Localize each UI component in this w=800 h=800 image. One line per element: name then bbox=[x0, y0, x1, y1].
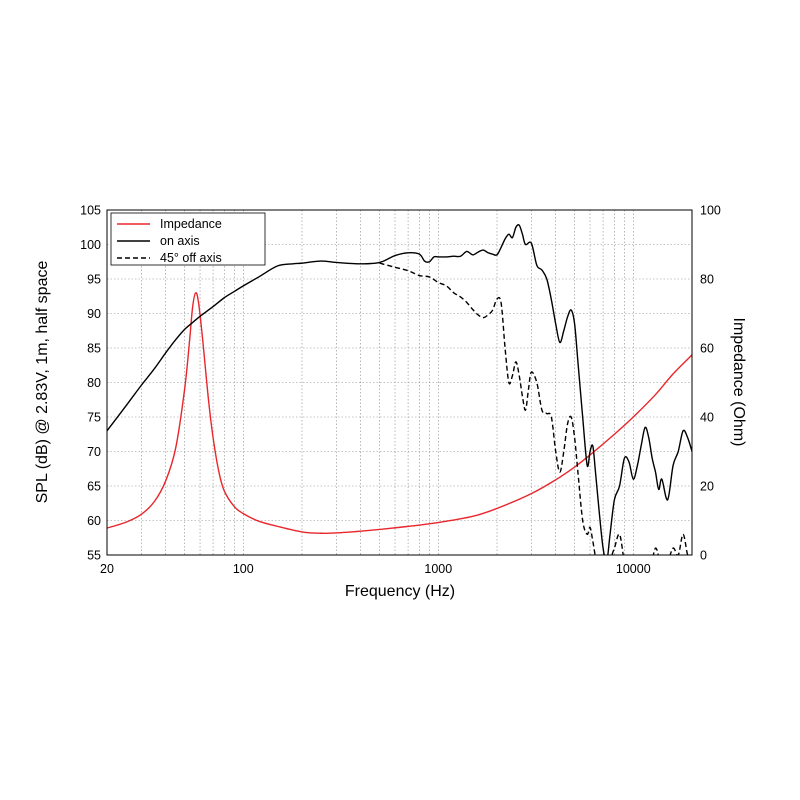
y-tick-label-left: 65 bbox=[87, 480, 101, 494]
right-axis-ticks: 0 20 40 60 80 100 bbox=[700, 204, 721, 563]
y-tick-label-left: 85 bbox=[87, 342, 101, 356]
y-tick-label-right: 100 bbox=[700, 204, 721, 218]
y-tick-label-right: 80 bbox=[700, 273, 714, 287]
series-layer bbox=[107, 224, 692, 555]
y-tick-label-left: 105 bbox=[80, 204, 101, 218]
x-axis-ticks: 20 100 1000 10000 bbox=[100, 562, 651, 576]
plot-frame bbox=[106, 209, 693, 556]
series-impedance bbox=[107, 292, 692, 535]
y-tick-label-left: 90 bbox=[87, 307, 101, 321]
y-tick-label-left: 60 bbox=[87, 514, 101, 528]
y-tick-label-right: 20 bbox=[700, 480, 714, 494]
y-tick-label-right: 60 bbox=[700, 342, 714, 356]
y-axis-left-label: SPL (dB) @ 2.83V, 1m, half space bbox=[34, 261, 51, 504]
series-on-axis bbox=[107, 224, 692, 555]
y-tick-label-left: 95 bbox=[87, 273, 101, 287]
y-tick-label-left: 100 bbox=[80, 238, 101, 252]
y-tick-label-left: 80 bbox=[87, 376, 101, 390]
y-tick-label-left: 70 bbox=[87, 445, 101, 459]
x-tick-label: 1000 bbox=[424, 562, 452, 576]
y-tick-label-right: 40 bbox=[700, 411, 714, 425]
y-tick-label-left: 75 bbox=[87, 411, 101, 425]
grid bbox=[107, 210, 692, 555]
x-tick-label: 10000 bbox=[616, 562, 651, 576]
y-tick-label-right: 0 bbox=[700, 549, 707, 563]
legend: Impedance on axis 45° off axis bbox=[110, 212, 266, 266]
y-axis-right-label: Impedance (Ohm) bbox=[730, 318, 747, 447]
legend-box bbox=[110, 212, 266, 266]
legend-label-on-axis: on axis bbox=[160, 234, 200, 248]
legend-label-off-axis: 45° off axis bbox=[160, 251, 222, 265]
legend-label-impedance: Impedance bbox=[160, 217, 222, 231]
left-axis-ticks: 55 60 65 70 75 80 85 90 95 100 105 bbox=[80, 204, 101, 563]
x-tick-label: 20 bbox=[100, 562, 114, 576]
x-axis-label: Frequency (Hz) bbox=[345, 583, 455, 600]
y-tick-label-left: 55 bbox=[87, 549, 101, 563]
x-tick-label: 100 bbox=[233, 562, 254, 576]
